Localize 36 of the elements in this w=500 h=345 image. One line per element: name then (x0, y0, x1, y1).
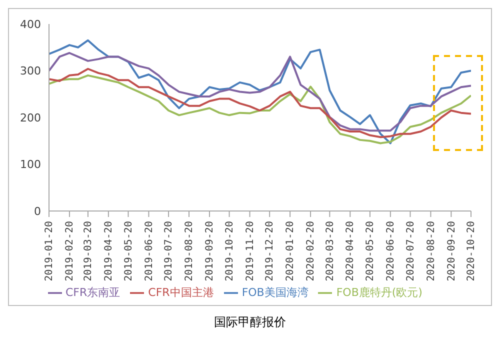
x-tick-label: 2019-11-20 (244, 221, 256, 282)
line-series (49, 52, 471, 132)
x-tick-label: 2019-05-20 (123, 221, 134, 282)
x-tick-label: 2020-08-20 (426, 221, 437, 282)
line-series (49, 68, 471, 138)
line-series (49, 39, 471, 144)
x-tick-label: 2019-10-20 (224, 221, 236, 282)
x-tick-label: 2020-07-20 (405, 221, 416, 282)
x-tick-label: 2019-03-20 (83, 221, 94, 282)
x-tick-label: 2020-01-20 (285, 221, 296, 282)
x-tick-label: 2020-05-20 (365, 221, 376, 282)
legend-label: FOB鹿特丹(欧元) (336, 286, 422, 299)
legend-label: CFR东南亚 (66, 286, 120, 299)
y-tick-label: 400 (20, 18, 41, 31)
x-tick-label: 2019-02-20 (64, 221, 76, 282)
line-series (49, 74, 471, 144)
x-tick-label: 2019-08-20 (184, 221, 196, 282)
legend-label: CFR中国主港 (148, 286, 214, 299)
x-tick-label: 2019-01-20 (44, 221, 56, 282)
x-tick-label: 2019-09-20 (204, 221, 216, 282)
x-tick-label: 2020-09-20 (446, 221, 458, 282)
x-tick-label: 2020-04-20 (345, 221, 356, 282)
legend-label: FOB美国海湾 (242, 286, 308, 299)
x-tick-label: 2019-04-20 (104, 221, 115, 282)
x-tick-label: 2020-10-20 (466, 221, 478, 282)
text: 国际甲醇报价 (213, 314, 287, 331)
x-tick-label: 2020-02-20 (306, 221, 317, 282)
x-tick-label: 2019-07-20 (164, 221, 175, 282)
y-tick-label: 100 (20, 158, 41, 172)
x-tick-label: 2019-06-20 (144, 221, 155, 282)
y-tick-label: 0 (34, 204, 41, 218)
y-tick-label: 200 (20, 111, 41, 124)
y-tick-label: 300 (20, 64, 41, 78)
x-tick-label: 2020-03-20 (324, 221, 336, 282)
x-tick-label: 2020-06-20 (386, 221, 397, 282)
x-tick-label: 2019-12-20 (264, 221, 276, 282)
